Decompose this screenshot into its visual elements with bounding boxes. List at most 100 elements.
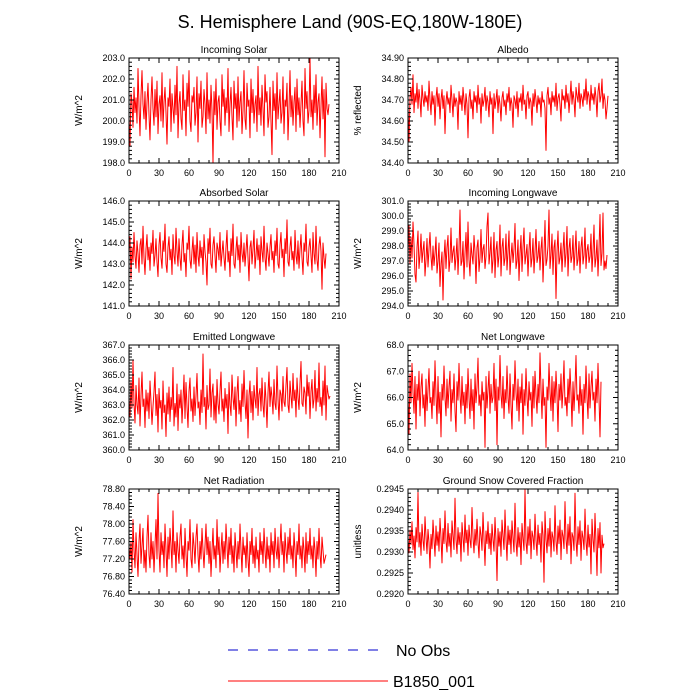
- chart-panel: Ground Snow Covered Fraction 0 30 60 90 120 15…: [353, 476, 626, 609]
- x-tick-label: 150: [550, 455, 565, 465]
- plot-frame: [407, 200, 619, 307]
- y-tick-label: 199.0: [102, 137, 125, 147]
- x-tick-label: 60: [463, 168, 473, 178]
- y-tick-label: 78.00: [102, 519, 125, 529]
- data-line: [128, 492, 327, 577]
- panel-title: Ground Snow Covered Fraction: [443, 476, 584, 487]
- x-tick-label: 30: [154, 168, 164, 178]
- y-tick-label: 0.2930: [376, 547, 404, 557]
- y-tick-label: 294.0: [381, 301, 404, 311]
- x-tick-label: 90: [493, 311, 503, 321]
- data-line: [128, 353, 331, 439]
- x-tick-label: 60: [463, 455, 473, 465]
- y-axis-label: % reflected: [353, 85, 364, 135]
- y-tick-label: 363.0: [102, 400, 125, 410]
- x-tick-label: 180: [301, 599, 316, 609]
- x-tick-label: 180: [580, 599, 595, 609]
- y-tick-label: 300.0: [381, 211, 404, 221]
- x-tick-label: 180: [301, 168, 316, 178]
- x-tick-label: 210: [331, 455, 346, 465]
- y-tick-label: 0.2940: [376, 505, 404, 515]
- y-tick-label: 34.80: [381, 74, 404, 84]
- x-tick-label: 90: [214, 455, 224, 465]
- x-tick-label: 60: [463, 599, 473, 609]
- panel-title: Net Radiation: [204, 476, 265, 487]
- figure-title: S. Hemisphere Land (90S-EQ,180W-180E): [178, 12, 523, 32]
- y-axis-label: W/m^2: [74, 526, 85, 557]
- panel-title: Incoming Longwave: [469, 188, 558, 199]
- plot-frame: [128, 200, 340, 307]
- x-tick-label: 120: [520, 599, 535, 609]
- legend-label-no-obs: No Obs: [396, 643, 450, 660]
- y-tick-label: 76.80: [102, 572, 125, 582]
- x-tick-label: 180: [580, 168, 595, 178]
- chart-panel: Albedo 0 30 60 90 120 150 180 210 34.40 34.50 34.60…: [353, 45, 626, 178]
- plot-frame: [128, 57, 340, 164]
- y-tick-label: 145.0: [102, 217, 125, 227]
- x-tick-label: 90: [214, 599, 224, 609]
- y-tick-label: 77.20: [102, 554, 125, 564]
- y-tick-label: 295.0: [381, 286, 404, 296]
- panels: Incoming Solar 0 30 60 90 120 150 180 210 198.0 19…: [74, 45, 626, 609]
- y-tick-label: 202.0: [102, 74, 125, 84]
- x-tick-label: 210: [331, 311, 346, 321]
- x-tick-label: 180: [580, 311, 595, 321]
- panel-title: Net Longwave: [481, 332, 545, 343]
- y-tick-label: 366.0: [102, 355, 125, 365]
- x-tick-label: 210: [610, 455, 625, 465]
- panel-title: Incoming Solar: [201, 45, 268, 56]
- data-line: [128, 57, 330, 164]
- plot-frame: [407, 488, 619, 595]
- x-tick-label: 30: [433, 455, 443, 465]
- y-axis-label: unitless: [353, 525, 364, 559]
- x-tick-label: 60: [184, 311, 194, 321]
- x-tick-label: 120: [520, 168, 535, 178]
- y-tick-label: 364.0: [102, 385, 125, 395]
- chart-panel: Incoming Longwave 0 30 60 90 120 150 180 210 294.…: [353, 188, 626, 321]
- y-tick-label: 201.0: [102, 95, 125, 105]
- y-tick-label: 367.0: [102, 340, 125, 350]
- y-tick-label: 34.70: [381, 95, 404, 105]
- y-tick-label: 0.2920: [376, 589, 404, 599]
- x-tick-label: 0: [126, 599, 131, 609]
- x-tick-label: 30: [433, 599, 443, 609]
- y-axis-label: W/m^2: [353, 238, 364, 269]
- y-tick-label: 0.2935: [376, 526, 404, 536]
- x-tick-label: 0: [405, 455, 410, 465]
- y-tick-label: 362.0: [102, 415, 125, 425]
- x-tick-label: 150: [550, 599, 565, 609]
- y-tick-label: 365.0: [102, 370, 125, 380]
- x-tick-label: 150: [550, 311, 565, 321]
- x-tick-label: 90: [493, 455, 503, 465]
- y-tick-label: 77.60: [102, 537, 125, 547]
- y-axis-label: W/m^2: [74, 95, 85, 126]
- y-tick-label: 146.0: [102, 196, 125, 206]
- data-line: [128, 219, 327, 290]
- y-tick-label: 34.60: [381, 116, 404, 126]
- x-tick-label: 90: [214, 168, 224, 178]
- x-tick-label: 30: [433, 168, 443, 178]
- x-tick-label: 60: [463, 311, 473, 321]
- legend: No Obs B1850_001: [228, 643, 475, 691]
- chart-panel: Emitted Longwave 0 30 60 90 120 150 180 210 360.0…: [74, 332, 347, 465]
- y-tick-label: 67.0: [386, 366, 404, 376]
- y-tick-label: 298.0: [381, 241, 404, 251]
- y-tick-label: 361.0: [102, 430, 125, 440]
- chart-panel: Absorbed Solar 0 30 60 90 120 150 180 210 141.0 14…: [74, 188, 347, 321]
- chart-panel: Net Longwave 0 30 60 90 120 150 180 210 64.0 65.0 6…: [353, 332, 626, 465]
- x-tick-label: 150: [271, 599, 286, 609]
- panel-title: Albedo: [497, 45, 529, 56]
- y-tick-label: 0.2925: [376, 568, 404, 578]
- y-tick-label: 64.0: [386, 445, 404, 455]
- y-tick-label: 34.50: [381, 137, 404, 147]
- x-tick-label: 120: [241, 599, 256, 609]
- x-tick-label: 30: [154, 311, 164, 321]
- x-tick-label: 150: [271, 455, 286, 465]
- panel-title: Emitted Longwave: [193, 332, 276, 343]
- y-tick-label: 34.90: [381, 53, 404, 63]
- x-tick-label: 210: [610, 599, 625, 609]
- x-tick-label: 30: [433, 311, 443, 321]
- x-tick-label: 0: [126, 168, 131, 178]
